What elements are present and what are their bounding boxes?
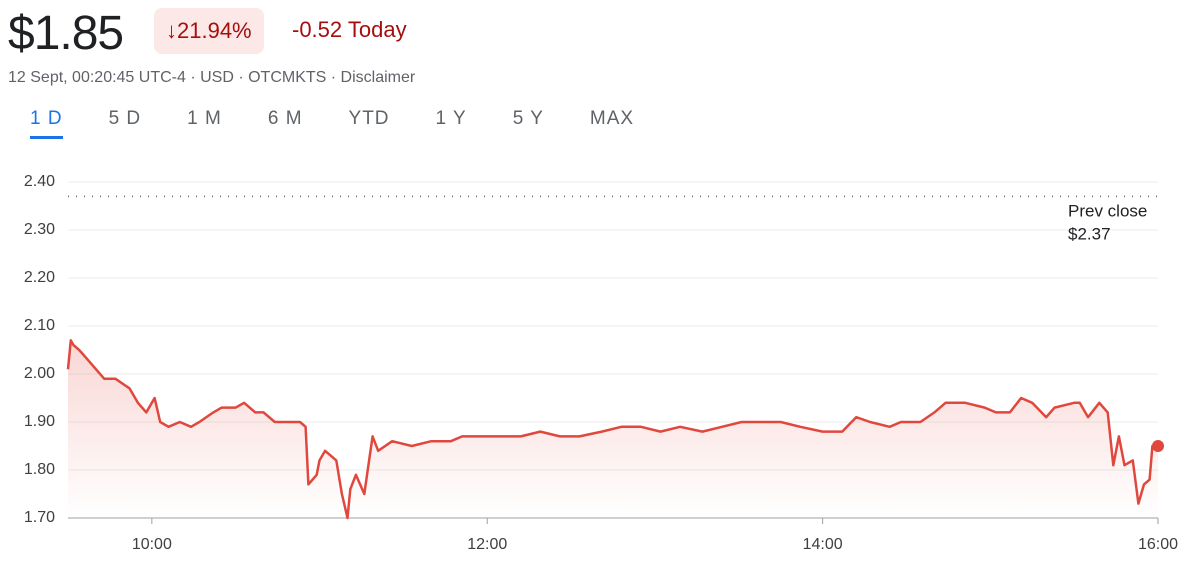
y-tick-label: 2.30 — [24, 221, 55, 238]
subtitle: 12 Sept, 00:20:45 UTC-4 · USD · OTCMKTS … — [8, 69, 416, 86]
y-tick-label: 2.10 — [24, 317, 55, 334]
range-tab[interactable]: 5 Y — [512, 108, 544, 129]
y-tick-label: 1.90 — [24, 413, 55, 430]
prev-close-value: $2.37 — [1068, 224, 1111, 243]
range-tab[interactable]: 5 D — [108, 108, 142, 129]
range-tab[interactable]: YTD — [348, 108, 390, 129]
range-tab[interactable]: MAX — [589, 108, 635, 129]
line — [66, 339, 1158, 520]
y-tick-label: 2.20 — [24, 269, 55, 286]
range-tab[interactable]: 1 Y — [435, 108, 467, 129]
y-tick-label: 1.70 — [24, 509, 55, 526]
prev-close-text: Prev close — [1068, 201, 1147, 220]
range-tab[interactable]: 6 M — [267, 108, 303, 129]
change-today: -0.52 Today — [292, 17, 407, 42]
x-tick-label: 12:00 — [467, 536, 507, 553]
y-tick-label: 1.80 — [24, 461, 55, 478]
range-tab[interactable]: 1 D — [30, 108, 63, 139]
change-percent: 21.94% — [177, 18, 252, 43]
range-tabs: 1 D 5 D 1 M 6 M YTD 1 Y 5 Y MAX — [30, 108, 680, 139]
y-tick-label: 2.40 — [24, 173, 55, 190]
x-tick-label: 16:00 — [1138, 536, 1178, 553]
change-badge: ↓21.94% — [154, 8, 264, 54]
y-tick-label: 2.00 — [24, 365, 55, 382]
last-point — [1152, 440, 1164, 452]
range-tab[interactable]: 1 M — [187, 108, 222, 129]
price: $1.85 — [8, 7, 124, 60]
x-tick-label: 14:00 — [803, 536, 843, 553]
x-tick-label: 10:00 — [132, 536, 172, 553]
